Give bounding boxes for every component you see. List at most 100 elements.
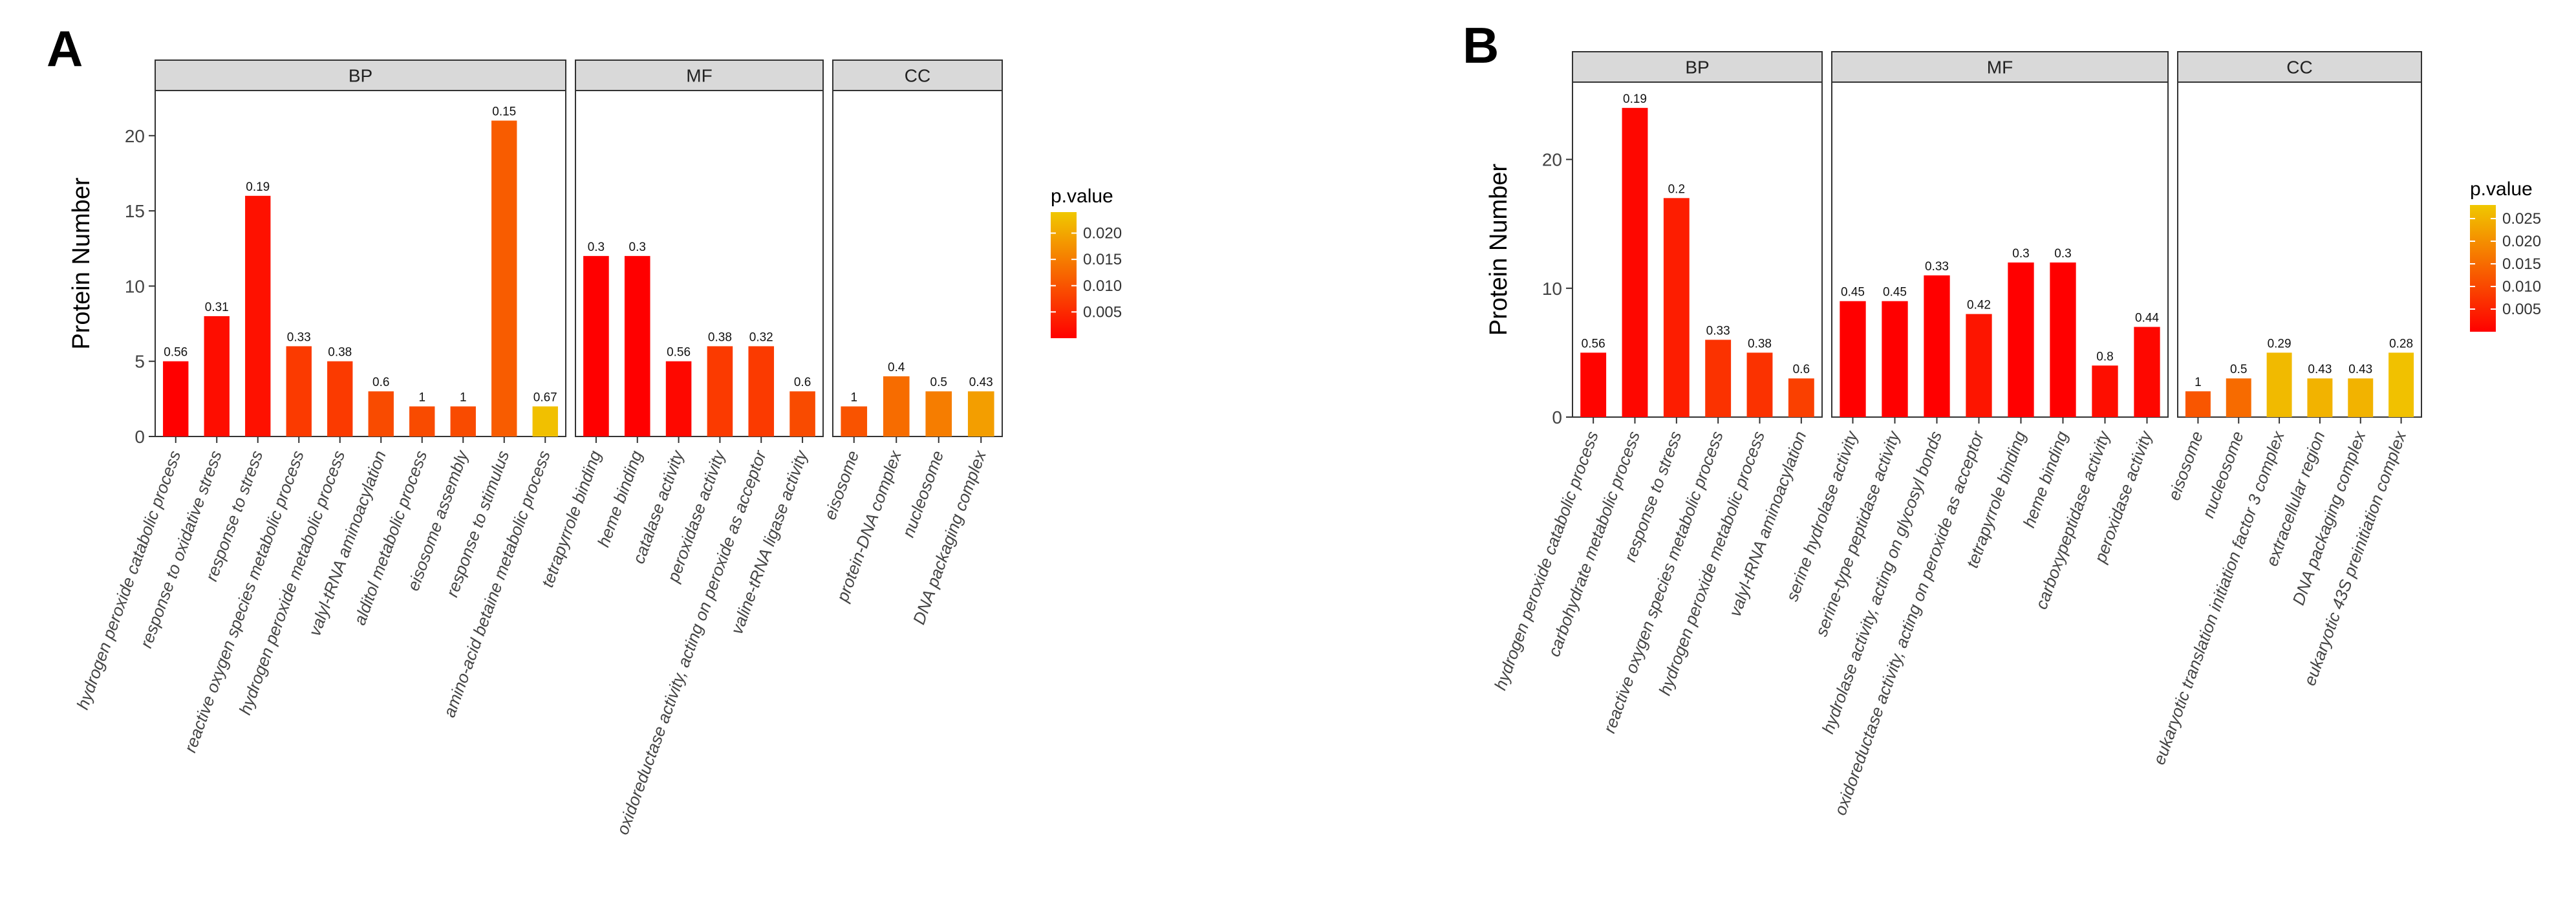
bar (1788, 378, 1814, 417)
y-tick-label: 5 (134, 352, 145, 372)
x-tick-label: nucleosome (2198, 429, 2248, 521)
legend-tick-label: 0.015 (2502, 255, 2541, 273)
bar (409, 406, 435, 436)
bar-annotation: 0.43 (2308, 363, 2332, 376)
bar-annotation: 1 (418, 391, 425, 404)
bar (1622, 107, 1648, 417)
bar (925, 391, 952, 436)
bar (2226, 378, 2251, 417)
y-tick-label: 15 (125, 201, 145, 221)
legend-tick-label: 0.005 (2502, 301, 2541, 318)
bar (583, 255, 609, 436)
bar-annotation: 0.3 (588, 241, 605, 254)
x-tick-label: valine-tRNA ligase activity (727, 447, 811, 637)
y-axis-title: Protein Number (68, 177, 95, 349)
bar (2348, 378, 2374, 417)
facet-strip (1572, 51, 1823, 83)
bar (841, 406, 868, 436)
bar (1966, 314, 1992, 417)
facet-strip (2177, 51, 2422, 83)
bar (327, 361, 353, 436)
bar-annotation: 1 (2195, 376, 2202, 389)
bar-annotation: 0.42 (1967, 299, 1991, 312)
bar-annotation: 0.38 (1748, 337, 1772, 350)
bar (1882, 301, 1908, 417)
bar-annotation: 0.45 (1883, 286, 1907, 299)
bar (1580, 352, 1607, 417)
y-tick-label: 20 (125, 126, 145, 146)
legend-tick-label: 0.020 (2502, 233, 2541, 250)
facet-strip-label: CC (905, 66, 930, 86)
bar-annotation: 0.44 (2135, 312, 2159, 325)
facet-strip-label: MF (1987, 58, 2013, 78)
bar-annotation: 0.19 (246, 180, 270, 194)
bar (1840, 301, 1866, 417)
legend: p.value 0.005 0.010 0.015 0.020 (1051, 186, 1122, 338)
legend-title: p.value (2470, 178, 2533, 200)
y-axis-title: Protein Number (1485, 164, 1512, 336)
legend-tick-label: 0.020 (1083, 225, 1122, 242)
bar-annotation: 0.33 (1706, 324, 1730, 338)
y-tick-label: 0 (1552, 407, 1562, 427)
bar (2092, 365, 2118, 417)
bar (2008, 262, 2034, 417)
bar-annotation: 0.3 (2012, 247, 2029, 261)
y-tick-label: 10 (1542, 279, 1562, 299)
bar (1746, 352, 1773, 417)
x-tick-label: eisosome (2164, 429, 2207, 503)
bar (2266, 352, 2292, 417)
y-tick-label: 10 (125, 276, 145, 296)
bar-annotation: 0.31 (205, 301, 229, 314)
bar-annotation: 0.56 (164, 346, 188, 360)
bar-annotation: 0.5 (2230, 363, 2247, 376)
facet-strip (1831, 51, 2169, 83)
bar-annotation: 0.33 (287, 330, 311, 344)
bar (163, 361, 189, 436)
bar (245, 195, 271, 436)
facet-strip-label: CC (2286, 58, 2312, 78)
bar (883, 376, 910, 436)
bar-annotation: 0.4 (888, 361, 905, 374)
bar-annotation: 0.67 (533, 391, 557, 404)
bar-annotation: 1 (460, 391, 467, 404)
bar (2050, 262, 2076, 417)
bar-annotation: 0.56 (1582, 337, 1605, 350)
x-tick-label: nucleosome (898, 448, 947, 540)
bar-annotation: 0.33 (1925, 260, 1949, 274)
bar-annotation: 0.15 (492, 105, 516, 119)
facet-frame (2177, 81, 2422, 418)
legend: p.value 0.005 0.010 0.015 0.020 0.025 (2470, 178, 2541, 332)
bar-annotation: 0.38 (708, 330, 732, 344)
legend-colorbar (2470, 205, 2496, 332)
legend-tick-label: 0.010 (2502, 278, 2541, 296)
bar (450, 406, 476, 436)
bar-annotation: 1 (850, 391, 857, 404)
bar-annotation: 0.6 (794, 376, 811, 389)
bar (789, 391, 815, 436)
facet-strip-label: MF (686, 66, 712, 86)
bar-annotation: 0.5 (930, 376, 947, 389)
bar-annotation: 0.29 (2268, 337, 2292, 350)
bar-annotation: 0.2 (1668, 182, 1685, 196)
bar (204, 316, 230, 436)
bar-annotation: 0.19 (1623, 92, 1647, 106)
bar-annotation: 0.28 (2389, 337, 2413, 350)
bar-annotation: 0.38 (328, 346, 352, 360)
bar-annotation: 0.45 (1841, 286, 1865, 299)
y-tick-label: 0 (134, 427, 145, 447)
bar (1705, 339, 1732, 417)
facet-strip (575, 59, 824, 91)
legend-tick-label: 0.005 (1083, 303, 1122, 321)
bar (368, 391, 394, 436)
bar (2388, 352, 2414, 417)
bar (1924, 275, 1950, 417)
bar (2134, 327, 2160, 417)
legend-title: p.value (1051, 186, 1113, 207)
